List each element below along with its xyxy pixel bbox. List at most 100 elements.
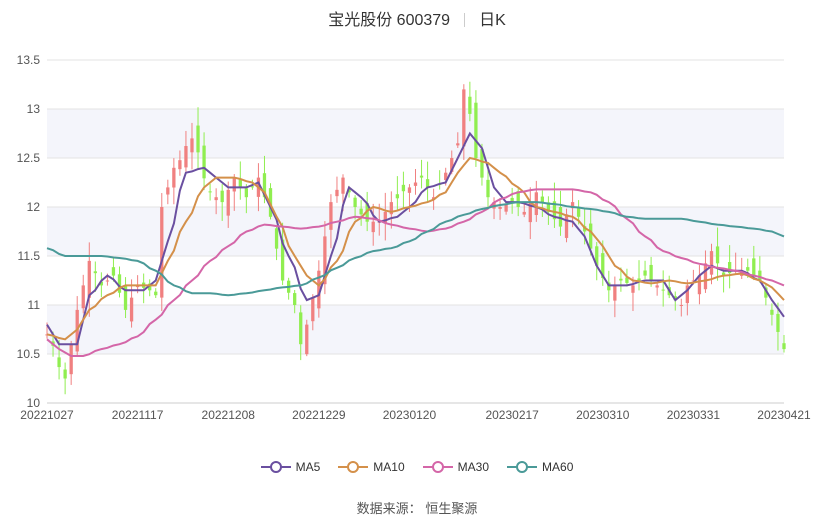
candle-body (625, 277, 629, 283)
candle-body (703, 263, 708, 290)
candle-body (456, 143, 460, 146)
x-tick-label: 20230310 (576, 408, 630, 422)
candle-body (643, 270, 647, 276)
candle-body (558, 207, 563, 227)
candle-body (637, 278, 641, 281)
candle-body (202, 145, 206, 179)
x-tick-label: 20230217 (485, 408, 539, 422)
candle-body (534, 192, 538, 216)
ma-line-ma10 (46, 156, 785, 341)
candle-body (220, 190, 224, 203)
x-tick-label: 20221027 (20, 408, 74, 422)
ma-line-ma5 (46, 131, 785, 346)
candle-body (655, 285, 659, 288)
legend-item-ma10[interactable]: MA10 (338, 460, 405, 474)
candle-body (305, 324, 309, 355)
x-tick-label: 20230421 (757, 408, 811, 422)
candle-body (196, 125, 200, 153)
plot-band (47, 207, 784, 256)
candle-body (341, 177, 345, 194)
ma-line-ma30 (46, 188, 785, 357)
candle-body (661, 289, 665, 291)
y-tick-label: 13.5 (17, 53, 41, 67)
candle-body (208, 191, 212, 193)
candle-body (691, 280, 696, 282)
candle-body (232, 177, 236, 192)
legend-label: MA10 (373, 460, 405, 474)
candle-body (407, 187, 412, 193)
candle-body (746, 267, 750, 271)
candle-body (474, 102, 478, 158)
candle-body (709, 251, 714, 275)
candle-body (613, 285, 617, 301)
candle-body (154, 291, 158, 296)
candle-body (546, 202, 551, 212)
candle-body (329, 202, 333, 230)
candle-body (540, 196, 545, 203)
plot-band (47, 305, 784, 354)
candle-body (619, 278, 623, 281)
candle-body (395, 194, 400, 199)
candle-body (450, 158, 454, 172)
candle-body (148, 283, 152, 291)
candle-body (425, 179, 430, 188)
candle-body (63, 369, 67, 379)
candle-body (462, 89, 466, 147)
y-tick-label: 12 (27, 200, 41, 214)
y-tick-label: 10.5 (17, 347, 41, 361)
candle-body (576, 208, 581, 217)
candle-body (401, 184, 406, 192)
candle-body (129, 297, 134, 322)
candle-body (413, 182, 418, 186)
candle-body (589, 223, 593, 249)
x-tick-label: 20230120 (383, 408, 437, 422)
candle-body (81, 285, 85, 309)
candle-body (782, 343, 786, 350)
candle-body (57, 357, 61, 368)
candle-body (480, 148, 484, 178)
x-axis-ticks: 20221027 20221117 20221208 20221229 20230120… (20, 402, 811, 422)
candle-body (111, 267, 116, 276)
legend-marker-icon (260, 461, 291, 473)
candle-body (727, 262, 732, 274)
legend-item-ma30[interactable]: MA30 (422, 460, 489, 474)
candle-body (528, 202, 532, 223)
candle-body (649, 264, 653, 281)
candle-body (311, 297, 315, 322)
candle-body (69, 344, 73, 375)
legend-marker-icon (507, 461, 538, 473)
candle-body (123, 285, 128, 310)
legend: MA5 MA10 MA30 MA60 (0, 460, 834, 474)
candle-body (371, 221, 375, 233)
candle-body (564, 214, 569, 238)
y-tick-label: 11.5 (18, 249, 41, 263)
source-note: 数据来源： 恒生聚源 (0, 498, 834, 517)
candle-body (365, 203, 369, 222)
legend-label: MA5 (295, 460, 321, 474)
candle-body (250, 186, 255, 188)
candle-body (335, 189, 339, 197)
chart-title-name: 宝光股份 600379 (328, 12, 451, 29)
candle-body (383, 211, 387, 223)
candle-body (389, 202, 393, 215)
plot-band (47, 109, 784, 158)
legend-item-ma60[interactable]: MA60 (507, 460, 573, 474)
candle-body (323, 236, 327, 285)
candle-body (262, 173, 267, 198)
candle-body (299, 312, 303, 345)
candle-body (552, 201, 557, 220)
candle-body (510, 197, 514, 203)
candle-body (93, 271, 97, 274)
candle-body (359, 208, 363, 215)
source-label: 数据来源： (356, 501, 422, 516)
candle-body (178, 160, 182, 170)
candle-body (99, 281, 104, 286)
x-tick-label: 20230331 (667, 408, 721, 422)
legend-item-ma5[interactable]: MA5 (260, 460, 321, 474)
legend-marker-icon (422, 461, 453, 473)
candle-body (486, 179, 490, 198)
ma-lines (46, 131, 785, 357)
x-tick-label: 20221229 (292, 408, 346, 422)
plot-bands (47, 109, 784, 354)
